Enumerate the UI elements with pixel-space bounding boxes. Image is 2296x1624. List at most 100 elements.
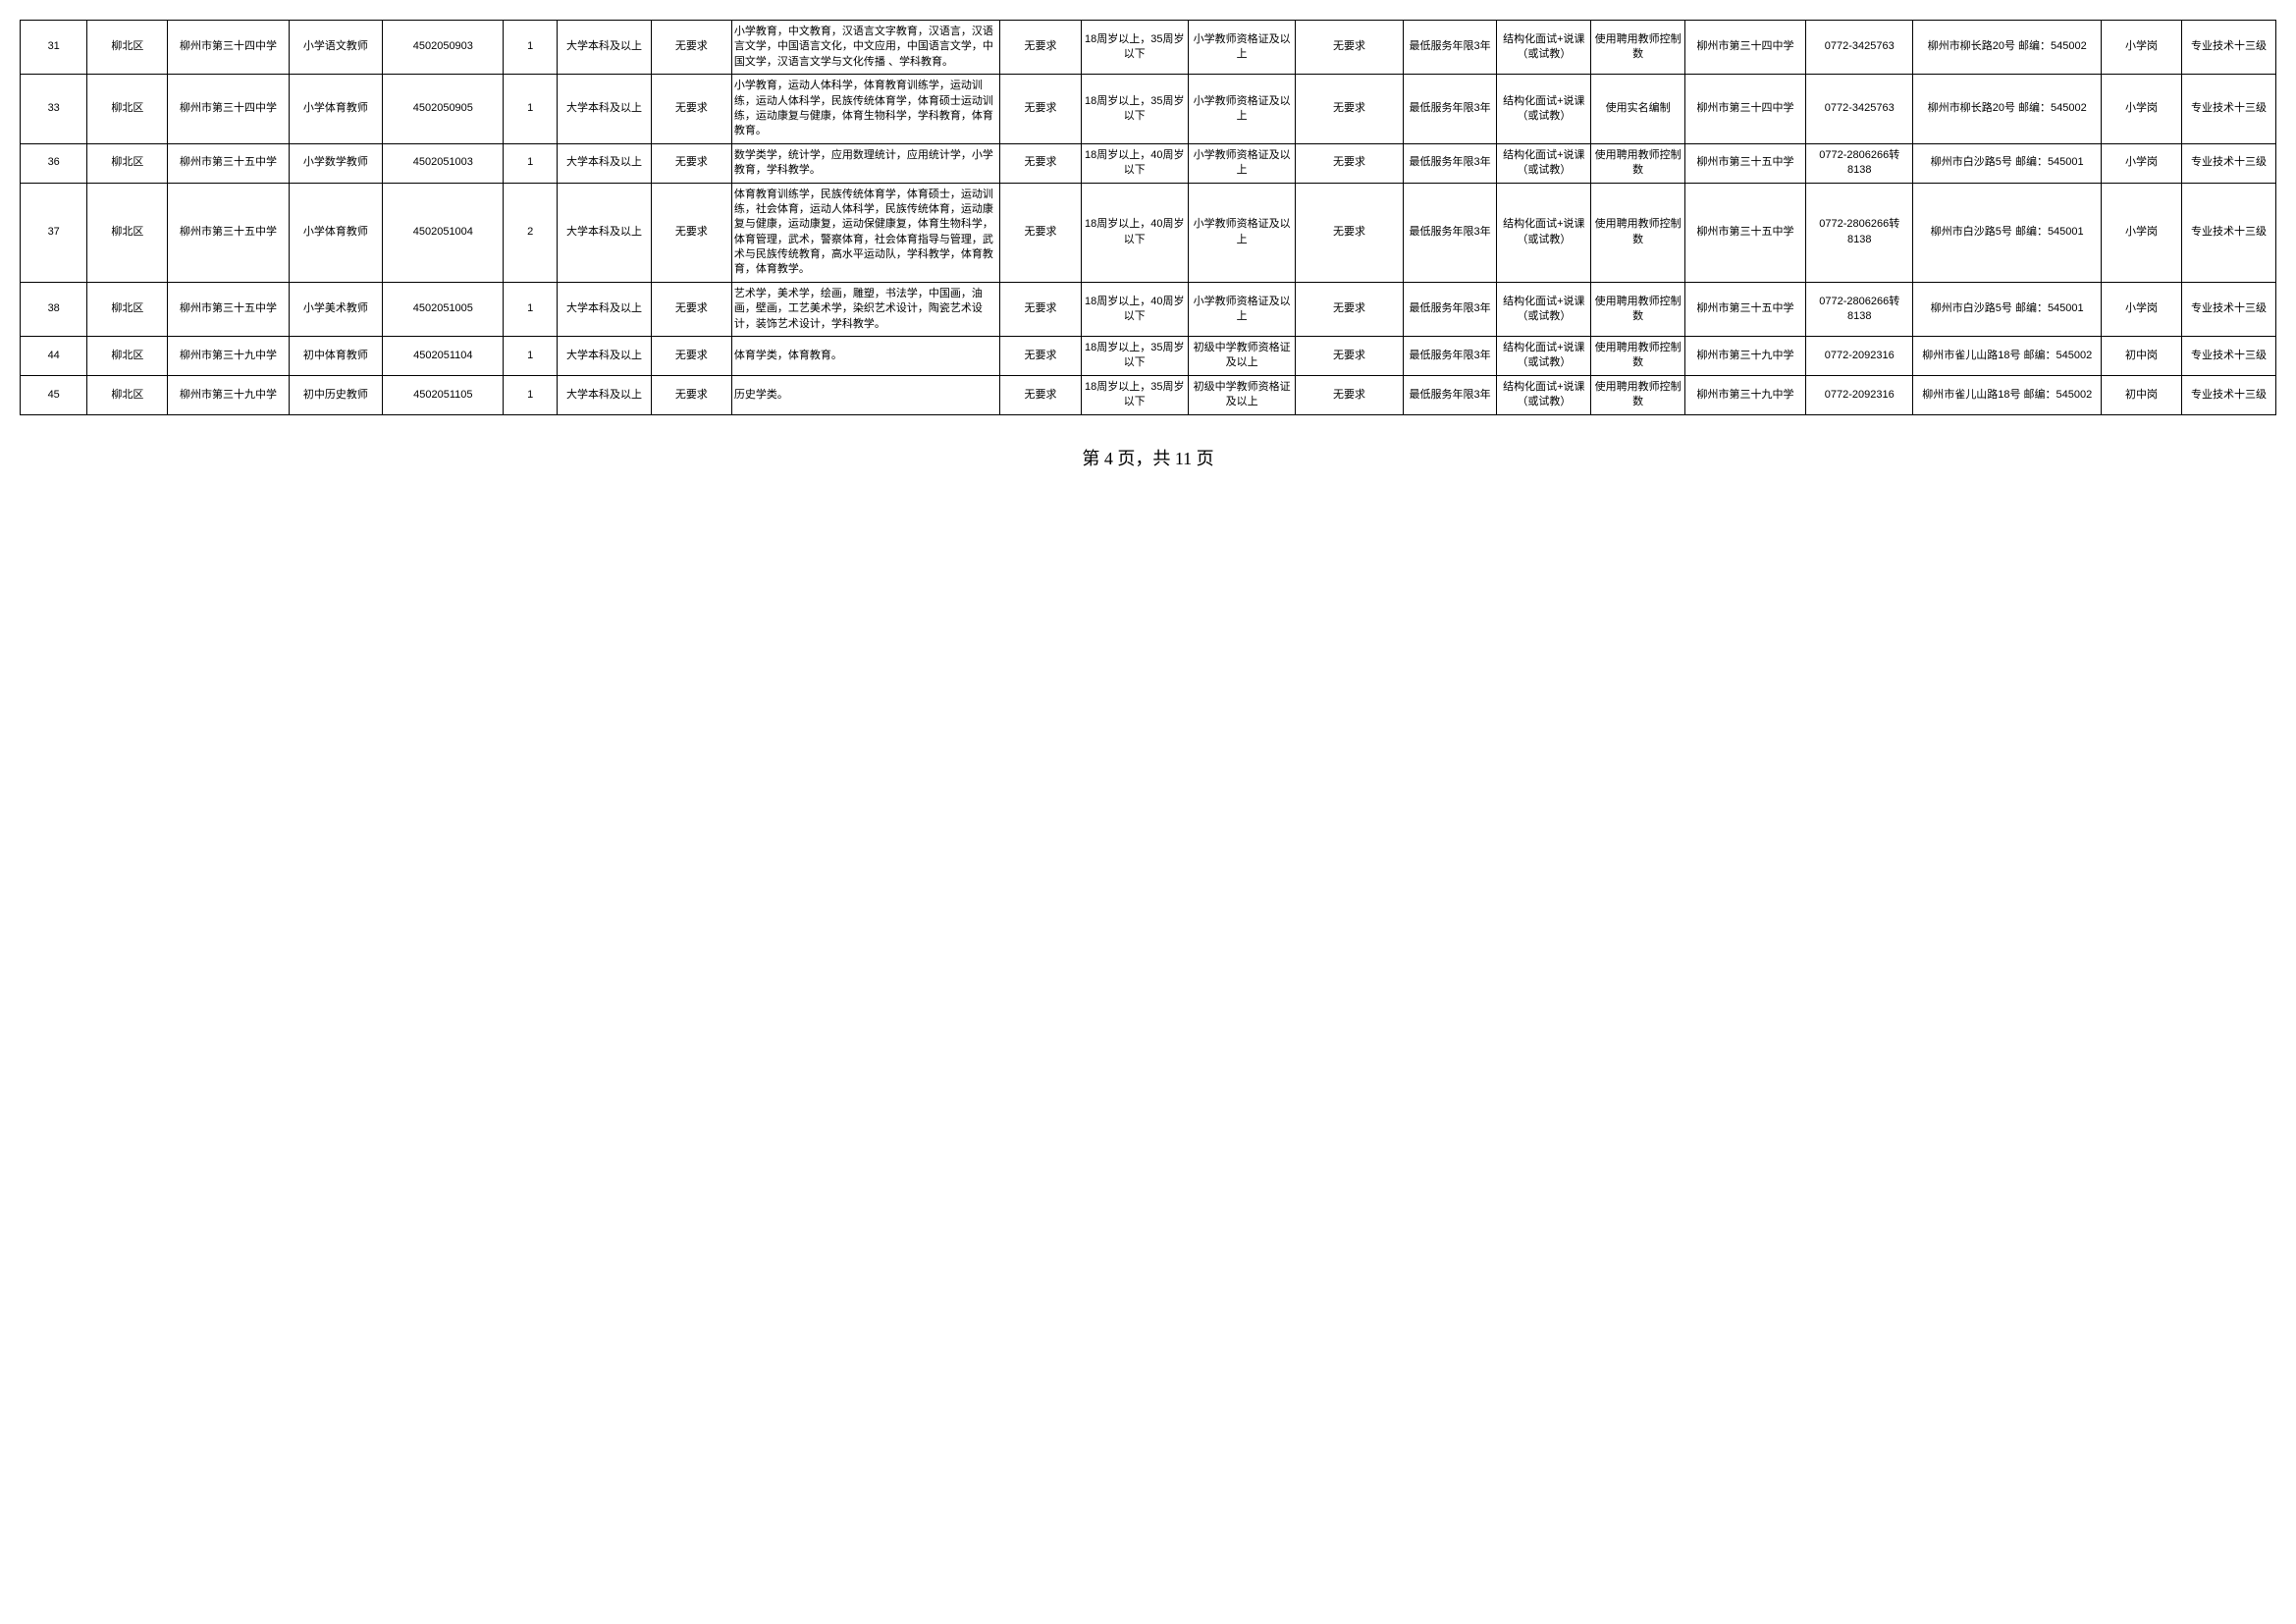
- table-cell: 无要求: [1296, 21, 1403, 75]
- table-cell: 结构化面试+说课（或试教）: [1497, 337, 1591, 376]
- table-cell: 无要求: [651, 183, 731, 282]
- table-cell: 使用聘用教师控制数: [1591, 21, 1685, 75]
- table-cell: 1: [504, 143, 558, 183]
- table-cell: 无要求: [1000, 337, 1081, 376]
- table-cell: 38: [21, 282, 87, 336]
- table-cell: 柳北区: [87, 375, 168, 414]
- table-cell: 18周岁以上，35周岁以下: [1081, 21, 1188, 75]
- table-cell: 柳州市雀儿山路18号 邮编：545002: [1913, 337, 2102, 376]
- table-cell: 使用聘用教师控制数: [1591, 337, 1685, 376]
- table-cell: 4502051104: [383, 337, 504, 376]
- table-cell: 33: [21, 75, 87, 144]
- table-cell: 使用实名编制: [1591, 75, 1685, 144]
- table-cell: 44: [21, 337, 87, 376]
- table-cell: 1: [504, 375, 558, 414]
- table-cell: 柳北区: [87, 282, 168, 336]
- table-cell: 无要求: [651, 75, 731, 144]
- table-row: 38柳北区柳州市第三十五中学小学美术教师45020510051大学本科及以上无要…: [21, 282, 2276, 336]
- table-cell: 0772-2092316: [1806, 337, 1913, 376]
- table-cell: 小学教师资格证及以上: [1188, 143, 1295, 183]
- table-cell: 大学本科及以上: [558, 75, 652, 144]
- table-cell: 小学体育教师: [289, 75, 383, 144]
- table-cell: 初级中学教师资格证及以上: [1188, 375, 1295, 414]
- table-cell: 初级中学教师资格证及以上: [1188, 337, 1295, 376]
- table-cell: 0772-3425763: [1806, 21, 1913, 75]
- table-cell: 小学岗: [2101, 21, 2181, 75]
- table-cell: 小学教师资格证及以上: [1188, 75, 1295, 144]
- table-cell: 无要求: [1000, 375, 1081, 414]
- table-cell: 初中岗: [2101, 337, 2181, 376]
- table-cell: 36: [21, 143, 87, 183]
- table-cell: 小学岗: [2101, 282, 2181, 336]
- table-cell: 小学岗: [2101, 143, 2181, 183]
- table-cell: 初中岗: [2101, 375, 2181, 414]
- table-cell: 小学岗: [2101, 183, 2181, 282]
- table-cell: 大学本科及以上: [558, 282, 652, 336]
- table-cell: 无要求: [651, 21, 731, 75]
- table-cell: 柳北区: [87, 75, 168, 144]
- table-cell: 大学本科及以上: [558, 21, 652, 75]
- table-row: 45柳北区柳州市第三十九中学初中历史教师45020511051大学本科及以上无要…: [21, 375, 2276, 414]
- table-cell: 体育教育训练学，民族传统体育学，体育硕士，运动训练，社会体育，运动人体科学，民族…: [731, 183, 1000, 282]
- table-cell: 柳州市白沙路5号 邮编：545001: [1913, 143, 2102, 183]
- table-row: 36柳北区柳州市第三十五中学小学数学教师45020510031大学本科及以上无要…: [21, 143, 2276, 183]
- table-cell: 使用聘用教师控制数: [1591, 375, 1685, 414]
- table-cell: 小学教师资格证及以上: [1188, 183, 1295, 282]
- table-cell: 结构化面试+说课（或试教）: [1497, 143, 1591, 183]
- table-cell: 小学语文教师: [289, 21, 383, 75]
- table-cell: 小学数学教师: [289, 143, 383, 183]
- table-cell: 柳州市第三十五中学: [1684, 183, 1805, 282]
- table-cell: 最低服务年限3年: [1403, 143, 1497, 183]
- table-cell: 初中体育教师: [289, 337, 383, 376]
- table-cell: 0772-2806266转8138: [1806, 183, 1913, 282]
- table-cell: 柳州市第三十九中学: [168, 375, 289, 414]
- table-cell: 最低服务年限3年: [1403, 282, 1497, 336]
- table-cell: 数学类学，统计学，应用数理统计，应用统计学，小学教育，学科教学。: [731, 143, 1000, 183]
- table-cell: 0772-2806266转8138: [1806, 282, 1913, 336]
- table-cell: 小学体育教师: [289, 183, 383, 282]
- table-cell: 专业技术十三级: [2182, 75, 2276, 144]
- table-cell: 柳北区: [87, 21, 168, 75]
- recruitment-table: 31柳北区柳州市第三十四中学小学语文教师45020509031大学本科及以上无要…: [20, 20, 2276, 415]
- table-cell: 初中历史教师: [289, 375, 383, 414]
- table-cell: 柳州市第三十五中学: [168, 143, 289, 183]
- table-cell: 18周岁以上，40周岁以下: [1081, 183, 1188, 282]
- table-cell: 无要求: [1296, 282, 1403, 336]
- table-row: 31柳北区柳州市第三十四中学小学语文教师45020509031大学本科及以上无要…: [21, 21, 2276, 75]
- table-cell: 无要求: [1296, 375, 1403, 414]
- table-cell: 历史学类。: [731, 375, 1000, 414]
- table-cell: 无要求: [651, 143, 731, 183]
- table-cell: 4502051105: [383, 375, 504, 414]
- table-row: 33柳北区柳州市第三十四中学小学体育教师45020509051大学本科及以上无要…: [21, 75, 2276, 144]
- table-cell: 1: [504, 282, 558, 336]
- table-cell: 4502050903: [383, 21, 504, 75]
- table-cell: 结构化面试+说课（或试教）: [1497, 183, 1591, 282]
- table-cell: 柳州市雀儿山路18号 邮编：545002: [1913, 375, 2102, 414]
- table-cell: 0772-2806266转8138: [1806, 143, 1913, 183]
- table-cell: 柳州市第三十四中学: [1684, 21, 1805, 75]
- table-cell: 柳州市柳长路20号 邮编：545002: [1913, 75, 2102, 144]
- table-cell: 专业技术十三级: [2182, 375, 2276, 414]
- table-cell: 使用聘用教师控制数: [1591, 143, 1685, 183]
- table-cell: 专业技术十三级: [2182, 337, 2276, 376]
- table-cell: 最低服务年限3年: [1403, 183, 1497, 282]
- table-cell: 无要求: [651, 375, 731, 414]
- table-cell: 1: [504, 75, 558, 144]
- table-cell: 体育学类，体育教育。: [731, 337, 1000, 376]
- table-cell: 柳州市白沙路5号 邮编：545001: [1913, 282, 2102, 336]
- table-row: 44柳北区柳州市第三十九中学初中体育教师45020511041大学本科及以上无要…: [21, 337, 2276, 376]
- table-cell: 结构化面试+说课（或试教）: [1497, 75, 1591, 144]
- table-cell: 4502051004: [383, 183, 504, 282]
- table-cell: 无要求: [1296, 183, 1403, 282]
- table-cell: 18周岁以上，35周岁以下: [1081, 337, 1188, 376]
- table-cell: 大学本科及以上: [558, 337, 652, 376]
- table-cell: 结构化面试+说课（或试教）: [1497, 282, 1591, 336]
- table-cell: 使用聘用教师控制数: [1591, 282, 1685, 336]
- table-cell: 2: [504, 183, 558, 282]
- table-cell: 4502050905: [383, 75, 504, 144]
- table-cell: 小学教师资格证及以上: [1188, 21, 1295, 75]
- table-cell: 最低服务年限3年: [1403, 337, 1497, 376]
- table-cell: 18周岁以上，35周岁以下: [1081, 75, 1188, 144]
- table-cell: 无要求: [1000, 183, 1081, 282]
- table-cell: 无要求: [651, 337, 731, 376]
